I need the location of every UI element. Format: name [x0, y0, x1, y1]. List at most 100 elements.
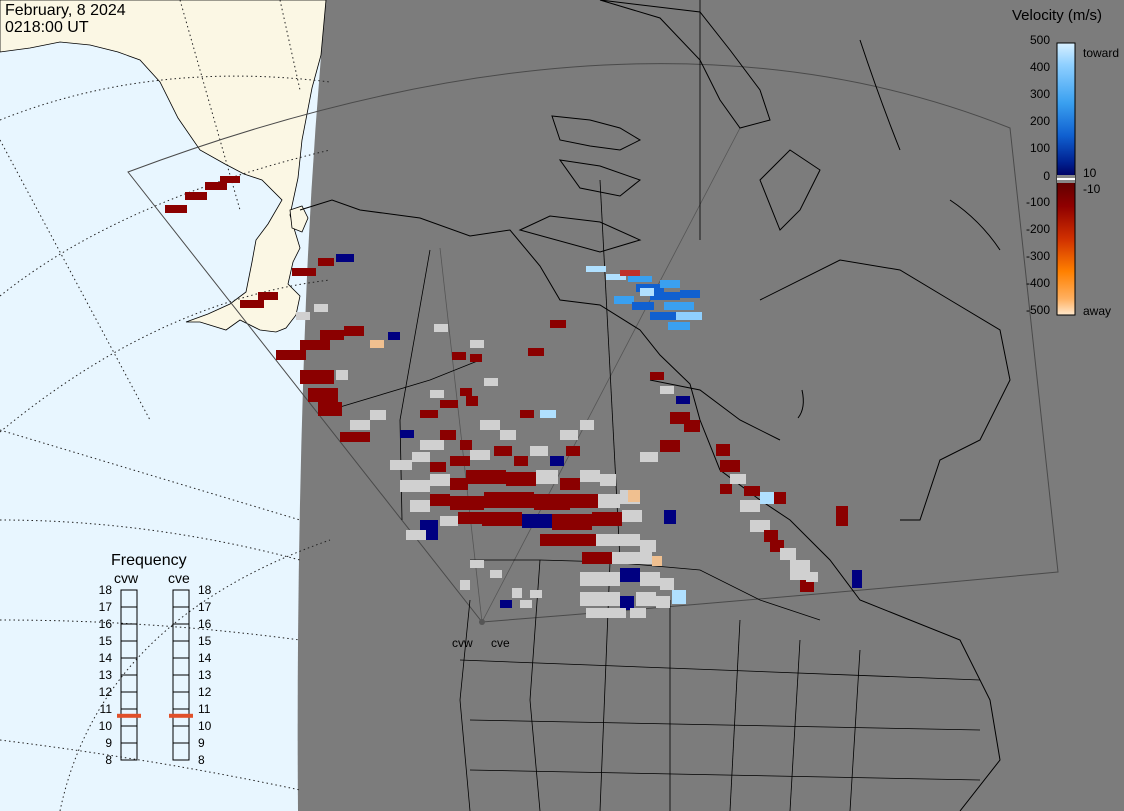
echo-cell: [520, 410, 534, 418]
echo-cell: [340, 432, 370, 442]
echo-cell: [500, 430, 516, 440]
echo-cell: [336, 370, 348, 380]
site-label-cve: cve: [491, 636, 510, 650]
echo-cell: [652, 556, 662, 566]
echo-cell: [296, 312, 310, 320]
echo-cell: [484, 378, 498, 386]
echo-cell: [598, 494, 620, 508]
frequency-tick-label: 9: [198, 736, 205, 750]
echo-cell: [258, 292, 278, 300]
frequency-tick-label: 10: [99, 719, 113, 733]
echo-cell: [684, 420, 700, 432]
echo-cell: [744, 486, 760, 496]
echo-cell: [566, 534, 596, 546]
echo-cell: [636, 592, 656, 606]
frequency-tick-label: 11: [198, 702, 211, 716]
echo-cell: [632, 302, 654, 310]
echo-cell: [586, 608, 626, 618]
echo-cell: [570, 494, 598, 508]
echo-cell: [720, 460, 740, 472]
echo-cell: [410, 500, 430, 512]
echo-cell: [512, 588, 522, 598]
echo-cell: [534, 494, 570, 510]
echo-cell: [540, 410, 556, 418]
velocity-tick-label: 100: [1030, 141, 1050, 155]
velocity-tick-label: -500: [1026, 303, 1050, 317]
echo-cell: [470, 450, 490, 460]
echo-cell: [308, 388, 338, 402]
echo-cell: [640, 572, 660, 586]
echo-cell: [552, 514, 592, 530]
island-land: [289, 205, 309, 233]
echo-cell: [450, 456, 470, 466]
echo-cell: [466, 396, 478, 406]
echo-cell: [336, 254, 354, 262]
echo-cell: [400, 430, 414, 438]
site-label-cvw: cvw: [452, 636, 473, 650]
echo-cell: [370, 410, 386, 420]
echo-cell: [430, 462, 446, 472]
echo-cell: [622, 510, 642, 522]
echo-cell: [420, 410, 438, 418]
date-label: February, 8 2024: [5, 2, 126, 19]
lat-lon-grid: [0, 0, 331, 811]
echo-cell: [550, 456, 564, 466]
echo-cell: [482, 512, 522, 526]
echo-cell: [656, 596, 670, 608]
velocity-zero-line: [1057, 178, 1075, 180]
echo-cell: [540, 534, 566, 546]
frequency-tick-label: 8: [198, 753, 205, 767]
frequency-tick-label: 12: [99, 685, 113, 699]
echo-cell: [434, 324, 448, 332]
echo-cell: [612, 552, 632, 564]
echo-cell: [680, 290, 700, 298]
echo-cell: [664, 510, 676, 524]
echo-cell: [560, 430, 578, 440]
frequency-tick-label: 8: [105, 753, 112, 767]
echo-cell: [586, 266, 606, 272]
velocity-tick-label: 10: [1083, 166, 1097, 180]
echo-cell: [668, 322, 690, 330]
echo-cell: [582, 552, 612, 564]
echo-cell: [650, 312, 676, 320]
frequency-title: Frequency: [111, 552, 187, 569]
echo-cell: [470, 340, 484, 348]
velocity-tick-label: 200: [1030, 114, 1050, 128]
echo-cell: [650, 372, 664, 380]
echo-cell: [580, 572, 620, 586]
echo-cell: [660, 386, 674, 394]
echo-cell: [300, 370, 334, 384]
echo-cell: [806, 572, 818, 582]
echo-cell: [466, 470, 506, 484]
echo-cell: [580, 470, 600, 482]
echo-cell: [460, 440, 472, 450]
echo-cell: [676, 396, 690, 404]
echo-cell: [632, 552, 652, 564]
echo-cell: [560, 478, 580, 490]
echo-cell: [276, 350, 306, 360]
time-label: 0218:00 UT: [5, 19, 89, 36]
echo-cell: [430, 474, 450, 486]
echo-cell: [460, 580, 470, 590]
echo-cell: [620, 270, 640, 276]
echo-cell: [426, 530, 438, 540]
echo-cell: [592, 512, 622, 526]
echo-cell: [480, 420, 500, 430]
velocity-tick-label: 400: [1030, 60, 1050, 74]
echo-cell: [388, 332, 400, 340]
echo-cell: [530, 590, 542, 598]
echo-cell: [522, 514, 552, 528]
echo-cell: [450, 496, 484, 510]
velocity-tick-label: 0: [1043, 169, 1050, 183]
echo-cell: [596, 534, 620, 546]
echo-cell: [470, 354, 482, 362]
radar-echoes: [165, 176, 862, 618]
echo-cell: [165, 205, 187, 213]
echo-cell: [640, 452, 658, 462]
velocity-away-label: away: [1083, 304, 1111, 318]
frequency-tick-label: 17: [99, 600, 113, 614]
state-province-borders: [329, 0, 981, 811]
echo-cell: [566, 446, 580, 456]
echo-cell: [412, 452, 430, 462]
echo-cell: [790, 560, 810, 580]
